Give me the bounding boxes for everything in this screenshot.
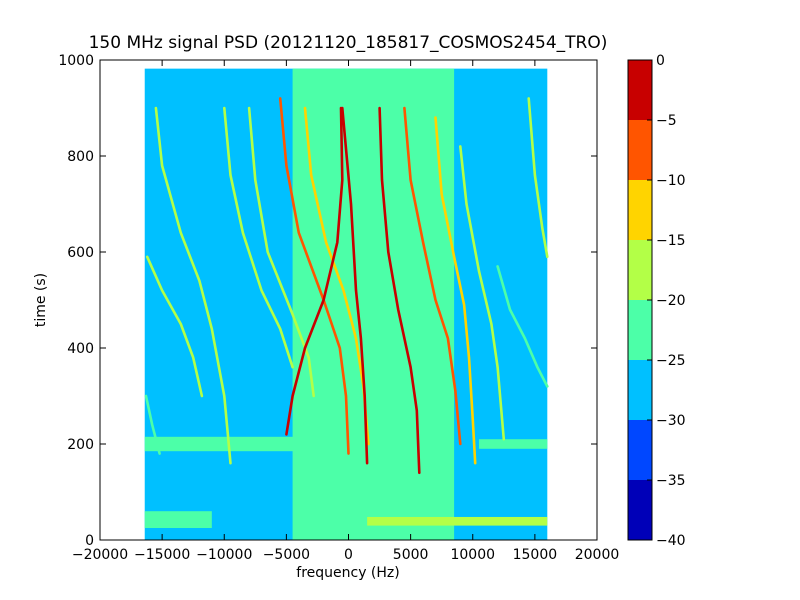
x-tick-label: 10000	[450, 547, 495, 563]
y-axis: 0 200 400 600 800 1000	[58, 53, 597, 549]
x-tick-label: −15000	[134, 547, 190, 563]
colorbar-segment	[628, 60, 652, 120]
horizontal-band	[367, 516, 548, 526]
horizontal-band	[144, 436, 306, 452]
colorbar-tick-label: −20	[656, 293, 686, 309]
x-tick-label: 20000	[575, 547, 620, 563]
colorbar-segment	[628, 480, 652, 540]
colorbar-segment	[628, 420, 652, 480]
signal-trace	[341, 106, 369, 465]
colorbar-segment	[628, 300, 652, 360]
signal-trace	[434, 116, 477, 465]
x-tick-label: −10000	[196, 547, 252, 563]
colorbar-tick-label: −35	[656, 473, 686, 489]
x-tick-label: −5000	[263, 547, 310, 563]
colorbar-tick-label: −5	[656, 113, 677, 129]
colorbar-tick-label: 0	[656, 53, 665, 69]
y-tick-label: 800	[67, 149, 94, 165]
signal-trace	[223, 106, 294, 369]
horizontal-band	[478, 439, 548, 449]
colorbar-segment	[628, 120, 652, 180]
x-axis-label: frequency (Hz)	[296, 565, 399, 581]
signal-trace	[145, 255, 204, 398]
signal-trace	[144, 394, 161, 455]
signal-trace	[247, 106, 315, 398]
colorbar-tick-label: −15	[656, 233, 686, 249]
x-tick-label: 5000	[393, 547, 429, 563]
signal-trace	[378, 106, 421, 475]
y-axis-label: time (s)	[33, 273, 49, 327]
x-tick-label: 15000	[513, 547, 558, 563]
signal-trace	[154, 106, 232, 465]
horizontal-band	[144, 511, 212, 528]
x-axis: −20000 −15000 −10000 −5000 0 5000 10000 15000 20…	[72, 60, 619, 563]
signal-trace	[496, 265, 549, 388]
heatmap-image	[144, 68, 549, 540]
y-tick-label: 400	[67, 341, 94, 357]
colorbar-segment	[628, 180, 652, 240]
signal-trace	[527, 97, 549, 259]
y-tick-label: 600	[67, 245, 94, 261]
signal-trace	[403, 106, 462, 446]
signal-trace	[285, 106, 344, 436]
colorbar-segment	[628, 240, 652, 300]
x-tick-label: −20000	[72, 547, 128, 563]
colorbar: −40 −35 −30 −25 −20 −15 −10 −5 0	[627, 53, 686, 549]
chart-title: 150 MHz signal PSD (20121120_185817_COSM…	[89, 33, 608, 53]
colorbar-tick-label: −40	[656, 533, 686, 549]
y-tick-label: 200	[67, 437, 94, 453]
plot-area: −20000 −15000 −10000 −5000 0 5000 10000 15000 20…	[58, 53, 619, 563]
signal-trace	[459, 145, 506, 441]
colorbar-tick-label: −25	[656, 353, 686, 369]
y-tick-label: 1000	[58, 53, 94, 69]
x-tick-label: 0	[344, 547, 353, 563]
y-tick-label: 0	[85, 533, 94, 549]
colorbar-tick-label: −30	[656, 413, 686, 429]
colorbar-segment	[628, 360, 652, 420]
central-noise-band	[292, 68, 455, 540]
colorbar-tick-label: −10	[656, 173, 686, 189]
